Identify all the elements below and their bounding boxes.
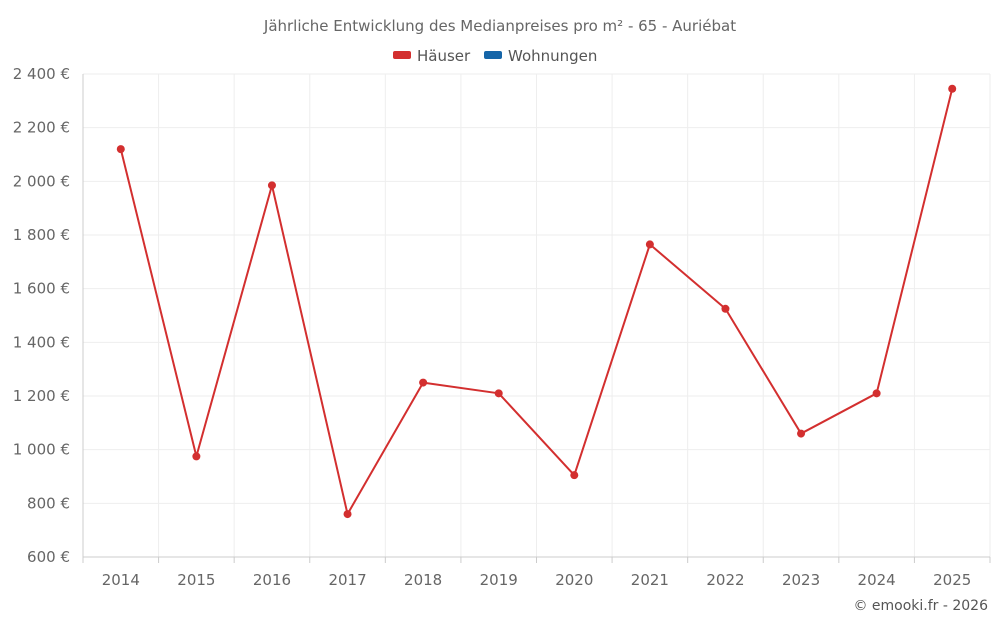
y-tick-label: 1 400 €: [13, 333, 70, 351]
legend-swatch-wohnungen[interactable]: [484, 51, 502, 59]
data-point[interactable]: [948, 84, 957, 93]
x-tick-label: 2014: [102, 571, 140, 589]
x-tick-label: 2019: [480, 571, 518, 589]
grid: [82, 73, 991, 557]
credit: © emooki.fr - 2026: [853, 598, 988, 614]
data-point[interactable]: [494, 389, 503, 398]
data-point[interactable]: [872, 389, 881, 398]
x-tick-label: 2020: [555, 571, 593, 589]
y-tick-label: 800 €: [27, 494, 70, 512]
y-tick-label: 2 400 €: [13, 65, 70, 83]
x-tick-label: 2021: [631, 571, 669, 589]
data-point[interactable]: [116, 145, 125, 154]
axes: [82, 74, 991, 563]
data-point[interactable]: [192, 452, 201, 461]
y-tick-label: 1 200 €: [13, 387, 70, 405]
data-point[interactable]: [343, 510, 352, 519]
y-tick-label: 2 200 €: [13, 119, 70, 137]
y-tick-label: 600 €: [27, 548, 70, 566]
series-haeuser: [116, 84, 957, 519]
series-line: [119, 88, 954, 516]
y-axis-labels: 600 € 800 € 1 000 € 1 200 € 1 400 € 1 600 € 1 …: [13, 65, 70, 566]
x-tick-label: 2025: [933, 571, 971, 589]
x-tick-label: 2016: [253, 571, 291, 589]
x-tick-label: 2023: [782, 571, 820, 589]
legend-swatch-haeuser[interactable]: [393, 51, 411, 59]
data-point[interactable]: [570, 471, 579, 480]
y-tick-label: 2 000 €: [13, 172, 70, 190]
legend: Häuser Wohnungen: [393, 47, 597, 65]
data-point[interactable]: [645, 240, 654, 249]
chart-title: Jährliche Entwicklung des Medianpreises …: [263, 17, 736, 35]
y-tick-label: 1 800 €: [13, 226, 70, 244]
x-axis-labels: 2014 2015 2016 2017 2018 2019 2020 2021 2022 2023…: [102, 571, 972, 589]
x-tick-label: 2017: [328, 571, 366, 589]
data-point[interactable]: [267, 181, 276, 190]
x-tick-label: 2022: [706, 571, 744, 589]
y-tick-label: 1 000 €: [13, 441, 70, 459]
data-point[interactable]: [419, 378, 428, 387]
legend-label-haeuser[interactable]: Häuser: [417, 47, 471, 65]
x-tick-label: 2018: [404, 571, 442, 589]
y-tick-label: 1 600 €: [13, 280, 70, 298]
x-tick-label: 2024: [858, 571, 896, 589]
legend-label-wohnungen[interactable]: Wohnungen: [508, 47, 597, 65]
x-tick-label: 2015: [177, 571, 215, 589]
data-point[interactable]: [797, 429, 806, 438]
data-point[interactable]: [721, 304, 730, 313]
